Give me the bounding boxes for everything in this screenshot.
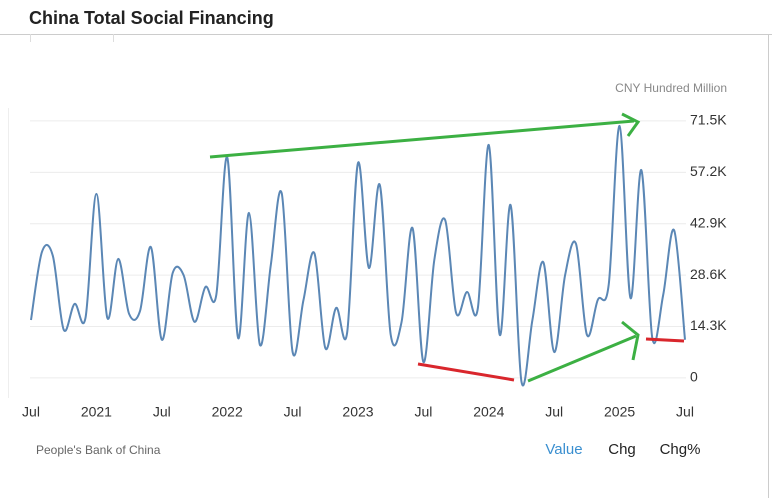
x-tick-label: Jul — [545, 404, 563, 420]
trend-line — [417, 362, 515, 382]
x-tick-label: Jul — [22, 404, 40, 420]
trend-arrow — [527, 334, 637, 383]
annotations — [209, 112, 685, 383]
x-tick-label: 2022 — [212, 404, 243, 420]
arrow-head — [621, 320, 640, 361]
x-tick-label: 2025 — [604, 404, 635, 420]
tab[interactable]: Chg% — [660, 441, 701, 458]
y-tick-label: 57.2K — [690, 163, 727, 179]
y-tick-label: 42.9K — [690, 214, 727, 230]
y-tick-label: 71.5K — [690, 112, 727, 128]
data-line — [30, 124, 686, 387]
x-tick-label: Jul — [676, 404, 694, 420]
chart-title: China Total Social Financing — [29, 8, 274, 28]
x-tick-label: 2024 — [473, 404, 504, 420]
source: People's Bank of China — [36, 443, 161, 457]
tab[interactable]: Chg — [608, 441, 636, 458]
y-tick-label: 28.6K — [690, 266, 727, 282]
tab[interactable]: Value — [545, 441, 582, 458]
trend-arrow — [209, 119, 635, 159]
x-tick-label: 2023 — [342, 404, 373, 420]
arrow-head — [621, 112, 641, 137]
x-tick-label: Jul — [153, 404, 171, 420]
x-tick-label: Jul — [414, 404, 432, 420]
y-tick-label: 14.3K — [690, 317, 727, 333]
x-tick-label: Jul — [284, 404, 302, 420]
x-tick-label: 2021 — [81, 404, 112, 420]
unit-label: CNY Hundred Million — [615, 81, 727, 95]
y-tick-label: 0 — [690, 369, 698, 385]
trend-line — [645, 337, 685, 343]
header-bar — [0, 0, 772, 34]
